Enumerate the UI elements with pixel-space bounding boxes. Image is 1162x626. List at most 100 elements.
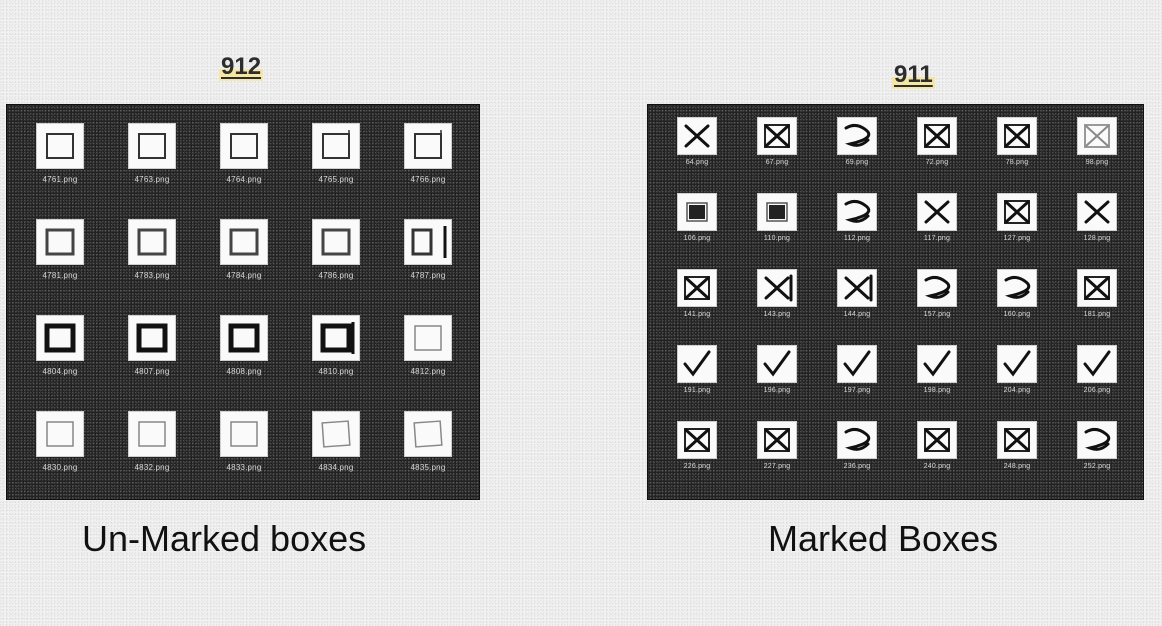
unmarked-checkbox-drawing bbox=[129, 220, 175, 264]
thumbnail-filename: 191.png bbox=[684, 386, 711, 396]
marked-box-thumbnail: 198.png bbox=[897, 342, 977, 418]
unmarked-checkbox-image bbox=[221, 220, 267, 264]
thumbnail-filename: 204.png bbox=[1004, 386, 1031, 396]
marked-checkbox-image bbox=[918, 118, 956, 154]
thumbnail-filename: 226.png bbox=[684, 462, 711, 472]
marked-checkbox-drawing bbox=[838, 422, 876, 458]
unmarked-boxes-caption: Un-Marked boxes bbox=[82, 518, 366, 560]
unmarked-checkbox-image bbox=[313, 220, 359, 264]
thumbnail-filename: 160.png bbox=[1004, 310, 1031, 320]
thumbnail-filename: 72.png bbox=[926, 158, 949, 168]
unmarked-checkbox-drawing bbox=[129, 412, 175, 456]
marked-box-thumbnail: 112.png bbox=[817, 190, 897, 266]
thumbnail-filename: 106.png bbox=[684, 234, 711, 244]
marked-box-thumbnail: 196.png bbox=[737, 342, 817, 418]
marked-boxes-caption: Marked Boxes bbox=[768, 518, 998, 560]
unmarked-box-thumbnail: 4765.png bbox=[290, 116, 382, 212]
unmarked-checkbox-drawing bbox=[37, 316, 83, 360]
marked-box-thumbnail: 144.png bbox=[817, 266, 897, 342]
marked-checkbox-drawing bbox=[998, 346, 1036, 382]
thumbnail-filename: 117.png bbox=[924, 234, 950, 244]
marked-checkbox-image bbox=[678, 422, 716, 458]
thumbnail-filename: 144.png bbox=[844, 310, 871, 320]
unmarked-box-thumbnail: 4810.png bbox=[290, 308, 382, 404]
marked-box-thumbnail: 78.png bbox=[977, 114, 1057, 190]
thumbnail-filename: 236.png bbox=[844, 462, 871, 472]
thumbnail-filename: 4812.png bbox=[411, 367, 446, 377]
thumbnail-filename: 196.png bbox=[764, 386, 791, 396]
unmarked-checkbox-drawing bbox=[405, 412, 451, 456]
marked-box-thumbnail: 252.png bbox=[1057, 418, 1137, 494]
marked-checkbox-drawing bbox=[758, 346, 796, 382]
marked-checkbox-image bbox=[1078, 270, 1116, 306]
marked-checkbox-image bbox=[838, 270, 876, 306]
unmarked-checkbox-image bbox=[221, 316, 267, 360]
marked-checkbox-drawing bbox=[678, 422, 716, 458]
marked-box-thumbnail: 248.png bbox=[977, 418, 1057, 494]
thumbnail-filename: 67.png bbox=[766, 158, 789, 168]
marked-checkbox-image bbox=[998, 422, 1036, 458]
thumbnail-filename: 141.png bbox=[684, 310, 711, 320]
thumbnail-filename: 4763.png bbox=[135, 175, 170, 185]
unmarked-checkbox-drawing bbox=[37, 124, 83, 168]
marked-thumbnail-grid: 64.png67.png69.png72.png78.png98.png106.… bbox=[657, 114, 1137, 494]
unmarked-checkbox-drawing bbox=[37, 220, 83, 264]
thumbnail-filename: 4764.png bbox=[227, 175, 262, 185]
unmarked-checkbox-image bbox=[129, 316, 175, 360]
marked-checkbox-image bbox=[758, 346, 796, 382]
marked-checkbox-drawing bbox=[998, 422, 1036, 458]
marked-checkbox-image bbox=[1078, 346, 1116, 382]
thumbnail-filename: 78.png bbox=[1006, 158, 1029, 168]
marked-box-thumbnail: 106.png bbox=[657, 190, 737, 266]
marked-checkbox-image bbox=[758, 194, 796, 230]
unmarked-box-thumbnail: 4783.png bbox=[106, 212, 198, 308]
marked-checkbox-drawing bbox=[678, 194, 716, 230]
unmarked-checkbox-image bbox=[405, 124, 451, 168]
marked-checkbox-drawing bbox=[918, 194, 956, 230]
marked-box-thumbnail: 143.png bbox=[737, 266, 817, 342]
thumbnail-filename: 240.png bbox=[924, 462, 951, 472]
thumbnail-filename: 181.png bbox=[1084, 310, 1111, 320]
unmarked-checkbox-drawing bbox=[313, 316, 359, 360]
thumbnail-filename: 128.png bbox=[1084, 234, 1111, 244]
unmarked-box-thumbnail: 4763.png bbox=[106, 116, 198, 212]
unmarked-checkbox-drawing bbox=[221, 316, 267, 360]
unmarked-box-thumbnail: 4787.png bbox=[382, 212, 474, 308]
marked-checkbox-image bbox=[838, 118, 876, 154]
unmarked-box-thumbnail: 4834.png bbox=[290, 404, 382, 500]
marked-checkbox-image bbox=[1078, 194, 1116, 230]
marked-checkbox-drawing bbox=[918, 118, 956, 154]
marked-box-thumbnail: 206.png bbox=[1057, 342, 1137, 418]
marked-box-thumbnail: 98.png bbox=[1057, 114, 1137, 190]
marked-checkbox-image bbox=[678, 346, 716, 382]
unmarked-box-thumbnail: 4804.png bbox=[14, 308, 106, 404]
marked-box-thumbnail: 69.png bbox=[817, 114, 897, 190]
unmarked-checkbox-drawing bbox=[221, 412, 267, 456]
marked-checkbox-drawing bbox=[1078, 422, 1116, 458]
unmarked-checkbox-drawing bbox=[37, 412, 83, 456]
marked-checkbox-drawing bbox=[758, 422, 796, 458]
marked-box-thumbnail: 204.png bbox=[977, 342, 1057, 418]
thumbnail-filename: 198.png bbox=[924, 386, 951, 396]
unmarked-checkbox-image bbox=[405, 316, 451, 360]
marked-checkbox-drawing bbox=[838, 118, 876, 154]
unmarked-checkbox-image bbox=[405, 412, 451, 456]
marked-box-thumbnail: 117.png bbox=[897, 190, 977, 266]
unmarked-checkbox-drawing bbox=[405, 124, 451, 168]
marked-checkbox-drawing bbox=[1078, 346, 1116, 382]
reference-numeral-912: 912 bbox=[219, 53, 263, 81]
marked-checkbox-drawing bbox=[998, 194, 1036, 230]
unmarked-checkbox-drawing bbox=[313, 124, 359, 168]
unmarked-checkbox-drawing bbox=[129, 124, 175, 168]
marked-checkbox-image bbox=[758, 270, 796, 306]
thumbnail-filename: 4807.png bbox=[135, 367, 170, 377]
unmarked-box-thumbnail: 4786.png bbox=[290, 212, 382, 308]
marked-checkbox-drawing bbox=[998, 118, 1036, 154]
thumbnail-filename: 4830.png bbox=[43, 463, 78, 473]
marked-boxes-panel: 64.png67.png69.png72.png78.png98.png106.… bbox=[647, 104, 1144, 500]
marked-checkbox-drawing bbox=[1078, 270, 1116, 306]
marked-checkbox-drawing bbox=[918, 422, 956, 458]
marked-box-thumbnail: 72.png bbox=[897, 114, 977, 190]
unmarked-box-thumbnail: 4812.png bbox=[382, 308, 474, 404]
unmarked-checkbox-image bbox=[405, 220, 451, 264]
